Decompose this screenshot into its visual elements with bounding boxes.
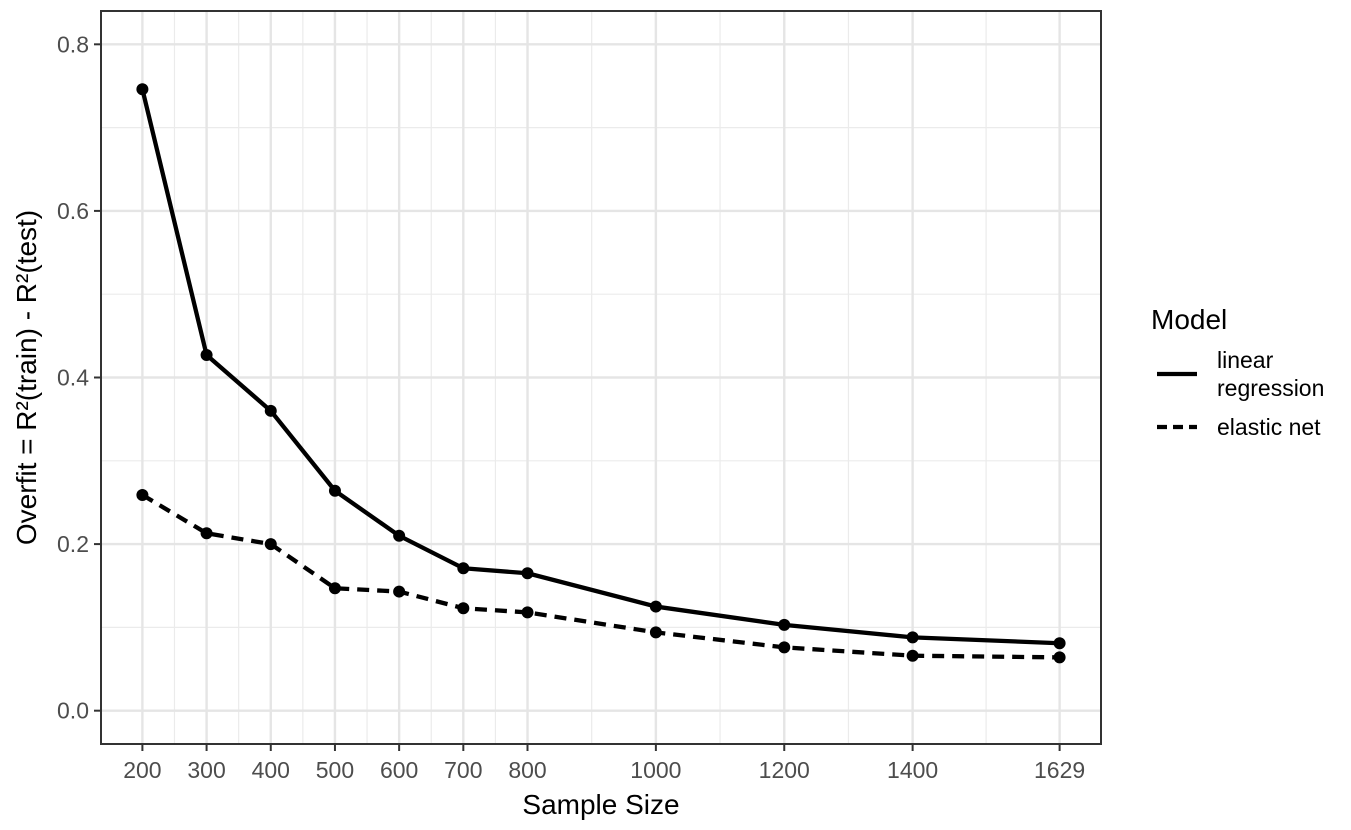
data-point-linear-regression [457, 562, 470, 575]
series-layer [136, 83, 1066, 664]
data-point-linear-regression [264, 404, 277, 417]
y-tick-label: 0.8 [57, 31, 89, 57]
data-point-linear-regression [649, 600, 662, 613]
x-tick-label: 800 [508, 757, 546, 783]
data-point-linear-regression [906, 631, 919, 644]
y-tick-label: 0.6 [57, 198, 89, 224]
data-point-elastic-net [778, 641, 791, 654]
data-point-linear-regression [200, 349, 213, 362]
legend-title: Model [1151, 304, 1227, 335]
x-tick-label: 200 [123, 757, 161, 783]
data-point-elastic-net [521, 606, 534, 619]
legend-label-elastic-net: elastic net [1217, 414, 1321, 440]
data-point-elastic-net [393, 585, 406, 598]
x-tick-label: 400 [252, 757, 290, 783]
data-point-linear-regression [393, 529, 406, 542]
data-point-linear-regression [328, 484, 341, 497]
series-line-elastic-net [141, 493, 1060, 660]
x-tick-label: 1400 [887, 757, 938, 783]
x-tick-label: 1000 [630, 757, 681, 783]
data-point-elastic-net [200, 527, 213, 540]
data-point-elastic-net [906, 649, 919, 662]
data-point-elastic-net [264, 538, 277, 551]
x-tick-label: 1200 [759, 757, 810, 783]
x-tick-label: 500 [316, 757, 354, 783]
data-point-linear-regression [136, 83, 149, 96]
data-point-elastic-net [328, 582, 341, 595]
legend-label-linear-regression: regression [1217, 375, 1324, 401]
y-tick-label: 0.4 [57, 365, 89, 391]
data-point-elastic-net [136, 488, 149, 501]
data-point-elastic-net [649, 626, 662, 639]
x-axis-title: Sample Size [522, 789, 679, 820]
legend-label-linear-regression: linear [1217, 347, 1274, 373]
x-tick-label: 1629 [1034, 757, 1085, 783]
x-tick-label: 600 [380, 757, 418, 783]
y-axis-title: Overfit = R²(train) - R²(test) [11, 210, 42, 545]
data-point-linear-regression [778, 618, 791, 631]
y-axis-ticks: 0.0 0.2 0.4 0.6 0.8 [57, 31, 101, 724]
data-point-linear-regression [1053, 637, 1066, 650]
x-tick-label: 300 [187, 757, 225, 783]
y-tick-label: 0.2 [57, 531, 89, 557]
data-point-linear-regression [521, 567, 534, 580]
data-point-elastic-net [1053, 651, 1066, 664]
series-line-linear-regression [140, 88, 1060, 646]
x-tick-label: 700 [444, 757, 482, 783]
data-point-elastic-net [457, 602, 470, 615]
major-gridlines [101, 11, 1101, 744]
x-axis-ticks: 200 300 400 500 600 700 800 1000 1200 1400 1629 [123, 744, 1085, 783]
y-tick-label: 0.0 [57, 698, 89, 724]
